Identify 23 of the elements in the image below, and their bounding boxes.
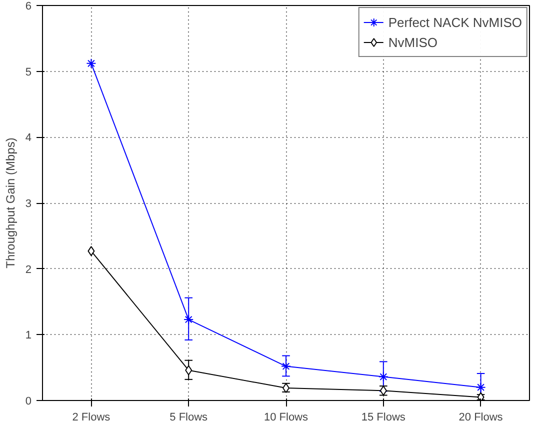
point — [476, 382, 486, 392]
y-tick-label: 1 — [25, 330, 32, 342]
y-tick-label: 2 — [25, 264, 32, 276]
y-tick-label: 5 — [25, 66, 32, 78]
x-tick-label: 10 Flows — [264, 412, 309, 424]
y-tick-label: 6 — [25, 0, 32, 12]
point — [88, 246, 95, 256]
y-tick-label: 0 — [25, 396, 32, 408]
x-tick-label: 2 Flows — [72, 412, 111, 424]
legend-label: NvMISO — [388, 34, 438, 50]
x-tick-label: 5 Flows — [170, 412, 208, 424]
legend-label: Perfect NACK NvMISO — [388, 14, 522, 30]
y-tick-label: 3 — [25, 198, 32, 210]
point — [378, 372, 388, 382]
point — [86, 58, 96, 68]
x-tick-label: 15 Flows — [361, 412, 406, 424]
point — [281, 361, 291, 372]
point — [185, 365, 192, 376]
y-tick-label: 4 — [25, 132, 32, 144]
x-tick-label: 20 Flows — [458, 412, 504, 424]
y-axis-title: Throughput Gain (Mbps) — [3, 138, 18, 268]
point — [477, 392, 484, 400]
point — [184, 314, 194, 325]
